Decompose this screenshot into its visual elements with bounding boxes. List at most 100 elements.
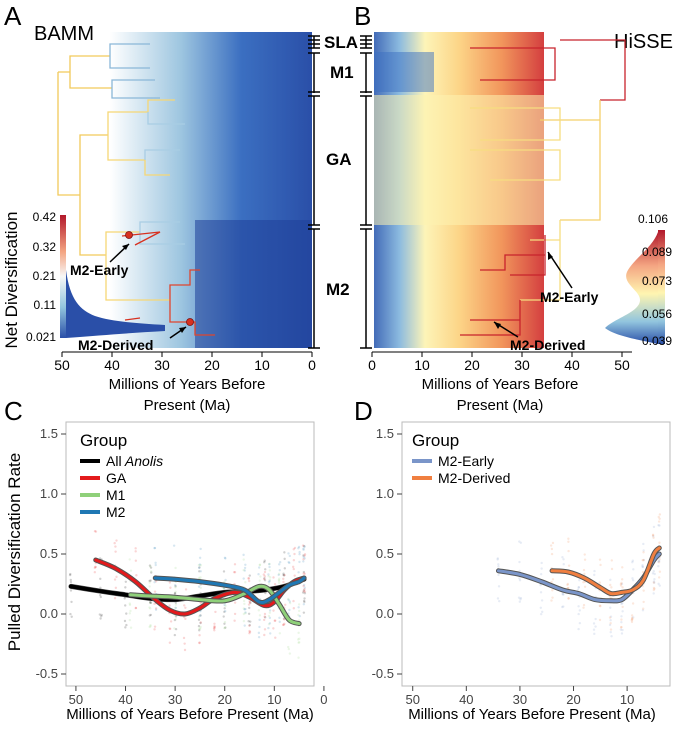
panel-c-sample-point-2 (69, 589, 73, 592)
panel-c-sample-point-430 (268, 563, 271, 566)
panel-c-sample-point-412 (243, 608, 246, 611)
hisse-tick-0: 0.106 (638, 212, 668, 226)
panel-a-ylabel: Net Diversification (2, 212, 21, 349)
panel-c-sample-point-150 (168, 581, 172, 584)
panel-b-x-tick-label-5: 50 (614, 357, 630, 373)
panel-c-sample-point-386 (174, 583, 177, 587)
panel-c-sample-point-472 (302, 603, 306, 606)
panel-d-sample-point-133 (566, 583, 569, 587)
panel-c-sample-point-411 (243, 566, 247, 570)
panel-c-sample-point-42 (173, 618, 177, 622)
panel-c-sample-point-141 (153, 625, 157, 628)
panel-c-sample-point-108 (302, 554, 305, 557)
panel-c-sample-point-438 (268, 609, 272, 612)
panel-c-sample-point-270 (148, 606, 151, 609)
panel-b: B HiSSE 0.106 0.089 0.073 0.056 0.039 (354, 1, 673, 414)
panel-c-sample-point-452 (288, 608, 291, 612)
panel-c-sample-point-371 (153, 580, 156, 584)
panel-c-sample-point-117 (93, 529, 97, 533)
panel-c-sample-point-421 (258, 625, 261, 629)
panel-d-sample-point-17 (518, 577, 521, 580)
panel-c-sample-point-332 (267, 623, 271, 626)
panel-c-sample-point-468 (297, 571, 300, 574)
panel-c-sample-point-14 (99, 595, 103, 599)
panel-c-y-tick-label-2: 0.5 (40, 546, 58, 561)
hisse-rate-density (605, 232, 658, 344)
panel-d-sample-point-22 (540, 599, 544, 602)
panel-d-sample-point-187 (631, 617, 634, 620)
panel-c-sample-point-456 (287, 598, 290, 602)
panel-c-series (68, 557, 307, 627)
panel-c-sample-point-403 (223, 603, 226, 607)
panel-c-sample-point-4 (69, 578, 72, 582)
panel-d-sample-point-93 (642, 558, 645, 562)
bamm-tree-branches (57, 43, 215, 336)
panel-c-y-tick-label-4: 1.5 (40, 426, 58, 441)
bamm-m2-derived-label: M2-Derived (78, 337, 153, 353)
panel-c-sample-point-146 (154, 607, 158, 610)
panel-c-sample-point-330 (269, 576, 272, 579)
m2-early-node-marker (125, 231, 133, 239)
panel-d-sample-point-167 (610, 559, 613, 562)
panel-d-sample-point-65 (608, 623, 612, 627)
hisse-tick-3: 0.056 (642, 307, 672, 321)
panel-c-xlabel: Millions of Years Before Present (Ma) (66, 706, 314, 723)
panel-c-sample-point-28 (124, 626, 127, 629)
panel-d-sample-point-114 (657, 564, 660, 568)
panel-d-sample-point-32 (562, 593, 565, 596)
panel-c-sample-point-55 (199, 614, 202, 617)
panel-d-sample-point-67 (609, 606, 612, 609)
panel-d-sample-point-217 (658, 541, 661, 544)
panel-a-x-tick-label-5: 0 (308, 357, 316, 373)
panel-c-sample-point-200 (248, 624, 251, 627)
panel-d-sample-point-41 (577, 605, 580, 608)
panel-d-sample-point-96 (641, 609, 645, 612)
panel-d-sample-point-21 (541, 610, 544, 614)
panel-c-sample-point-231 (282, 623, 285, 626)
panel-c-x-tick-label-1: 40 (118, 692, 132, 707)
panel-c-sample-point-375 (153, 546, 156, 550)
panel-c-sample-point-304 (222, 587, 225, 590)
bamm-colorbar (60, 215, 66, 338)
panel-c-sample-point-114 (93, 570, 97, 574)
panel-a-xlabel-line2: Present (Ma) (144, 397, 231, 414)
panel-c-sample-point-272 (148, 625, 151, 629)
panel-d-sample-point-78 (620, 602, 623, 606)
panel-c-sample-point-241 (293, 552, 296, 556)
panel-c-sample-point-180 (213, 629, 216, 632)
clade-label-m1: M1 (330, 63, 354, 82)
panel-c-sample-point-160 (184, 606, 187, 609)
panel-c-sample-point-333 (267, 583, 271, 586)
panel-c-sample-point-185 (213, 622, 216, 626)
panel-c-sample-point-178 (198, 641, 201, 645)
panel-d-sample-point-51 (593, 569, 596, 573)
panel-c-sample-point-207 (248, 630, 252, 634)
panel-c-sample-point-426 (257, 566, 261, 569)
panel-c-sample-point-208 (248, 601, 252, 604)
panel-d-sample-point-72 (620, 582, 624, 586)
panel-c-x-tick-label-0: 50 (69, 692, 83, 707)
panel-c-sample-point-154 (169, 586, 172, 589)
panel-c-legend-label-0: All Anolis (106, 453, 163, 469)
panel-c-sample-point-390 (199, 570, 202, 573)
panel-c-sample-point-366 (297, 641, 300, 644)
panel-c-sample-point-131 (135, 574, 138, 577)
panel-d-sample-point-142 (583, 553, 586, 556)
panel-d-sample-point-33 (561, 592, 564, 595)
panel-c-sample-point-104 (303, 600, 306, 604)
panel-c-sample-point-107 (302, 570, 306, 574)
panel-d-y-tick-label-0: -0.5 (372, 666, 394, 681)
panel-d-sample-point-184 (630, 618, 633, 622)
panel-d-sample-point-121 (549, 544, 553, 547)
panel-d-sample-point-138 (567, 537, 570, 540)
panel-c-legend-label-2: M1 (106, 487, 126, 503)
panel-c-sample-point-440 (278, 568, 281, 572)
panel-c-sample-point-338 (268, 569, 272, 572)
panel-c-sample-point-267 (128, 612, 132, 615)
panel-c-sample-point-248 (292, 567, 295, 571)
panel-d-sample-point-164 (609, 583, 612, 587)
panel-c-sample-point-118 (94, 565, 97, 569)
panel-c-sample-point-31 (149, 601, 152, 605)
